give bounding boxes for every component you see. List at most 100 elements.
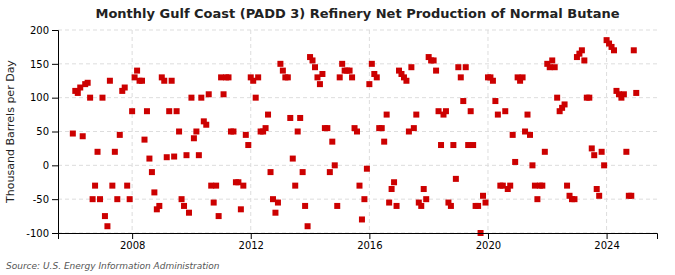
- y-tick-label: -100: [26, 228, 49, 239]
- y-tick: -100: [26, 228, 58, 239]
- point: [166, 108, 172, 114]
- point: [161, 78, 167, 84]
- point: [512, 159, 518, 165]
- point: [403, 78, 409, 84]
- point: [221, 91, 227, 97]
- point: [596, 193, 602, 199]
- point: [562, 101, 568, 107]
- point: [107, 78, 113, 84]
- point: [347, 68, 353, 74]
- point: [255, 74, 261, 80]
- point: [594, 186, 600, 192]
- point: [337, 74, 343, 80]
- x-tick-mark: [488, 233, 489, 239]
- point: [339, 61, 345, 67]
- x-tick: 2012: [239, 233, 264, 251]
- point: [104, 223, 110, 229]
- x-axis-line: [59, 234, 658, 240]
- point: [552, 64, 558, 70]
- point: [179, 196, 185, 202]
- point: [539, 183, 545, 189]
- point: [549, 57, 555, 63]
- point: [285, 74, 291, 80]
- point: [206, 91, 212, 97]
- point: [186, 210, 192, 216]
- point: [213, 183, 219, 189]
- point: [141, 137, 147, 143]
- point: [586, 95, 592, 101]
- x-tick: 2020: [476, 233, 501, 251]
- point: [480, 193, 486, 199]
- point: [579, 47, 585, 53]
- point: [443, 108, 449, 114]
- point: [379, 125, 385, 131]
- point: [171, 154, 177, 160]
- point: [475, 203, 481, 209]
- point: [542, 149, 548, 155]
- point: [631, 47, 637, 53]
- point: [87, 95, 93, 101]
- point: [433, 68, 439, 74]
- point: [408, 64, 414, 70]
- point: [268, 169, 274, 175]
- y-tick-mark: [52, 233, 58, 234]
- point: [216, 213, 222, 219]
- x-tick: 2016: [357, 233, 382, 251]
- y-tick-label: 200: [30, 25, 49, 36]
- point: [510, 132, 516, 138]
- grid-line: [58, 30, 657, 31]
- y-axis-title: Thousand Barrels per Day: [4, 60, 17, 204]
- point: [356, 183, 362, 189]
- point: [263, 125, 269, 131]
- point: [381, 139, 387, 145]
- point: [389, 186, 395, 192]
- point: [611, 47, 617, 53]
- point: [458, 74, 464, 80]
- point: [80, 133, 86, 139]
- y-tick: 150: [30, 59, 58, 70]
- point: [312, 64, 318, 70]
- point: [460, 98, 466, 104]
- point: [463, 64, 469, 70]
- point: [243, 132, 249, 138]
- point: [369, 61, 375, 67]
- point: [571, 196, 577, 202]
- point: [295, 129, 301, 135]
- point: [470, 142, 476, 148]
- point: [169, 78, 175, 84]
- point: [183, 152, 189, 158]
- grid-line: [58, 63, 657, 64]
- point: [292, 183, 298, 189]
- y-tick-mark: [52, 132, 58, 133]
- point: [280, 68, 286, 74]
- point: [483, 200, 489, 206]
- point: [319, 71, 325, 77]
- point: [455, 64, 461, 70]
- point: [176, 129, 182, 135]
- title: Monthly Gulf Coast (PADD 3) Refinery Net…: [95, 6, 619, 21]
- point: [591, 152, 597, 158]
- point: [70, 131, 76, 137]
- y-tick: 0: [43, 160, 58, 171]
- point: [124, 183, 130, 189]
- point: [450, 142, 456, 148]
- point: [359, 216, 365, 222]
- point: [151, 189, 157, 195]
- y-tick: -50: [33, 194, 58, 205]
- point: [386, 200, 392, 206]
- y-axis-line: [52, 31, 59, 234]
- point: [198, 95, 204, 101]
- point: [423, 196, 429, 202]
- point: [75, 90, 81, 96]
- point: [305, 223, 311, 229]
- point: [329, 139, 335, 145]
- point: [354, 129, 360, 135]
- point: [490, 78, 496, 84]
- point: [134, 68, 140, 74]
- point: [238, 206, 244, 212]
- point: [599, 149, 605, 155]
- y-tick: 200: [30, 25, 58, 36]
- grid-line: [58, 165, 657, 166]
- point: [272, 210, 278, 216]
- point: [366, 81, 372, 87]
